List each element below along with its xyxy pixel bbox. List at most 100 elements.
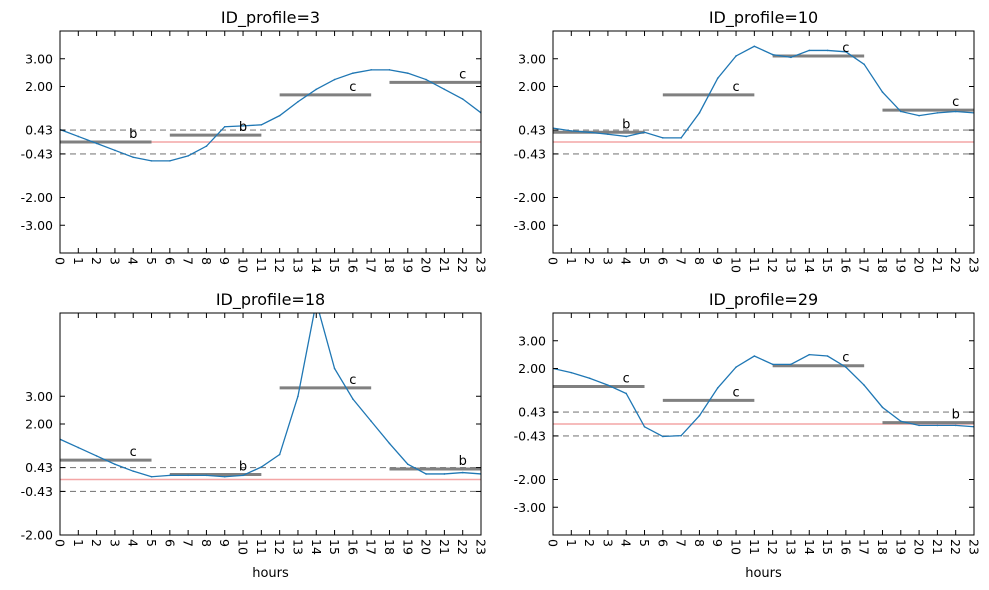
series-point: [863, 63, 865, 66]
x-tick-label: 10: [236, 539, 251, 555]
y-tick-label: -0.43: [514, 428, 546, 443]
x-tick-label: 17: [364, 539, 379, 555]
series-point: [352, 398, 354, 400]
x-tick-label: 2: [89, 257, 104, 265]
axes-frame: [59, 30, 482, 254]
series-point: [223, 125, 226, 128]
series-point: [625, 392, 628, 395]
x-tick-label: 6: [655, 257, 670, 265]
x-tick-label: 18: [382, 539, 397, 555]
series-point: [77, 135, 80, 138]
series-point: [223, 475, 226, 478]
x-tick-label: 1: [564, 539, 579, 547]
x-tick-label: 17: [857, 539, 872, 555]
x-tick-label: 0: [546, 539, 561, 547]
series-point: [187, 155, 189, 157]
y-tick-label: -3.00: [21, 218, 53, 233]
x-tick-label: 13: [783, 257, 798, 273]
x-tick-label: 18: [875, 539, 890, 555]
x-tick-label: 4: [619, 257, 634, 265]
x-tick-label: 11: [254, 539, 269, 555]
x-tick-label: 7: [674, 257, 689, 265]
series-point: [716, 387, 719, 389]
series-point: [680, 434, 682, 437]
y-tick-label: 0.43: [25, 460, 53, 475]
x-tick-label: 3: [600, 539, 615, 547]
series-point: [643, 131, 646, 134]
series-point: [205, 474, 208, 477]
segment-label: b: [129, 127, 137, 142]
series-point: [954, 110, 957, 113]
plot-area: [553, 45, 974, 155]
x-tick-label: 7: [674, 539, 689, 547]
series-point: [698, 414, 701, 417]
y-tick-label: -0.43: [514, 146, 546, 161]
y-tick-label: 0.43: [518, 405, 546, 420]
x-tick-label: 23: [474, 539, 489, 555]
series-point: [753, 355, 756, 357]
x-tick-label: 12: [272, 539, 287, 555]
series-point: [425, 473, 427, 475]
x-tick-label: 11: [747, 257, 762, 273]
x-tick-label: 8: [199, 257, 214, 265]
x-tick-label: 22: [948, 539, 963, 555]
x-tick-label: 0: [53, 539, 68, 547]
x-tick-label: 4: [126, 257, 141, 265]
series-point: [333, 78, 336, 81]
x-tick-label: 19: [893, 257, 908, 273]
x-tick-label: 10: [236, 257, 251, 273]
series-point: [388, 69, 391, 71]
series-point: [790, 56, 792, 59]
series-point: [588, 131, 591, 134]
x-tick-label: 9: [710, 257, 725, 265]
x-tick-label: 9: [710, 539, 725, 547]
series-point: [808, 49, 811, 52]
x-tick-label: 6: [162, 257, 177, 265]
x-tick-label: 23: [967, 539, 982, 555]
series-point: [735, 55, 737, 57]
y-tick-label: -0.43: [21, 484, 53, 499]
series-point: [771, 53, 774, 56]
series-point: [425, 78, 427, 81]
x-tick-label: 0: [53, 257, 68, 265]
x-tick-label: 14: [802, 539, 817, 555]
x-tick-label: 7: [181, 257, 196, 265]
x-tick-label: 10: [729, 539, 744, 555]
x-tick-label: 1: [564, 257, 579, 265]
x-tick-label: 19: [400, 257, 415, 273]
series-point: [187, 474, 189, 477]
x-tick-label: 13: [783, 539, 798, 555]
series-point: [881, 406, 884, 409]
x-tick-label: 10: [729, 257, 744, 273]
x-tick-label: 20: [419, 257, 434, 273]
plot-area: [60, 69, 481, 162]
segment-label: b: [239, 460, 247, 475]
series-point: [315, 88, 318, 91]
x-tick-label: 3: [107, 257, 122, 265]
series-point: [406, 72, 409, 74]
series-point: [370, 420, 372, 423]
series-point: [260, 466, 263, 468]
series-point: [899, 110, 902, 113]
series-point: [77, 446, 80, 449]
x-tick-label: 11: [747, 539, 762, 555]
segment-label: c: [732, 80, 739, 95]
series-point: [260, 123, 263, 126]
series-point: [771, 363, 774, 366]
x-tick-label: 17: [364, 257, 379, 273]
series-point: [643, 425, 646, 428]
x-tick-label: 22: [455, 257, 470, 273]
x-tick-label: 6: [162, 539, 177, 547]
series-point: [936, 424, 939, 427]
series-point: [570, 130, 573, 132]
y-tick-label: 2.00: [25, 417, 53, 432]
x-tick-label: 22: [948, 257, 963, 273]
series-point: [242, 125, 244, 127]
y-tick-label: 0.43: [25, 123, 53, 138]
x-tick-label: 17: [857, 257, 872, 273]
x-tick-label: 20: [419, 539, 434, 555]
y-tick-label: 3.00: [25, 389, 53, 404]
